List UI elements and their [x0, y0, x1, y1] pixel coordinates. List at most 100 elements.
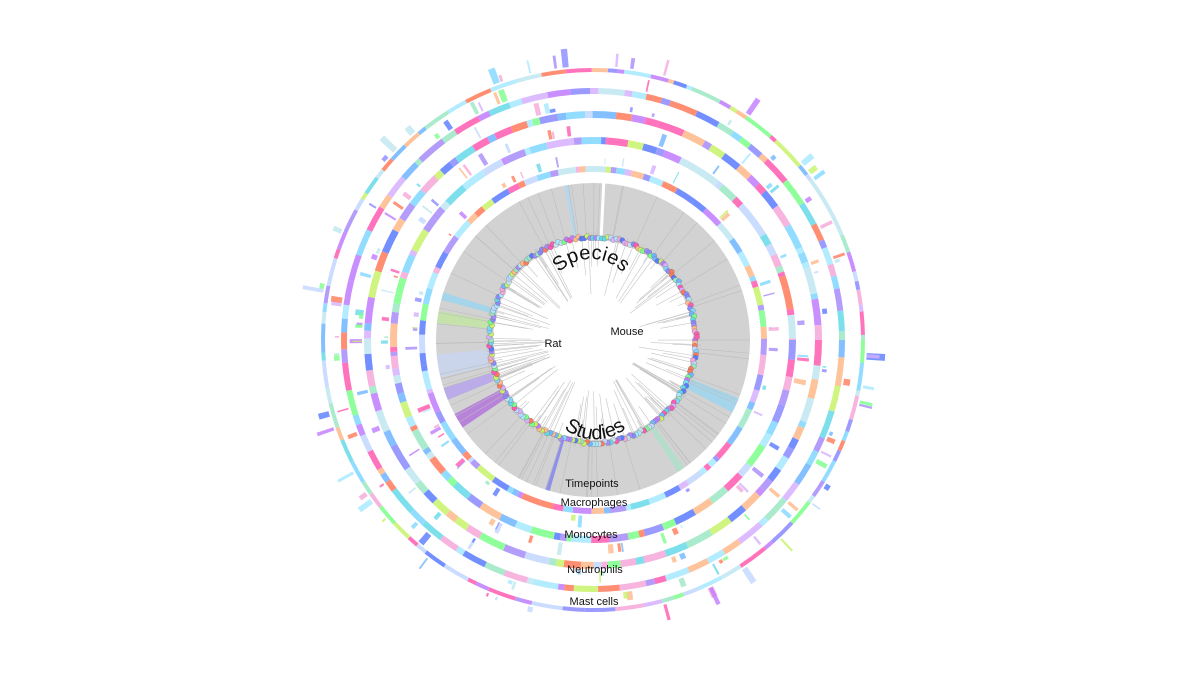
data-band-segment	[422, 446, 432, 455]
data-band-segment	[774, 139, 784, 149]
histogram-bar	[492, 487, 501, 497]
data-band-segment	[770, 253, 782, 268]
data-band-segment	[381, 158, 394, 172]
data-band-segment	[552, 503, 564, 512]
data-band-segment	[379, 194, 393, 210]
histogram-bar	[769, 184, 780, 194]
data-band-segment	[494, 126, 514, 140]
data-band-segment	[630, 498, 651, 510]
data-band-segment	[809, 179, 830, 209]
data-band-segment	[481, 198, 495, 211]
histogram-bar	[437, 432, 445, 438]
histogram-bar	[421, 205, 433, 214]
data-band-segment	[669, 100, 698, 117]
histogram-bar	[302, 285, 324, 293]
data-band-segment	[346, 389, 359, 416]
tree-branch	[628, 276, 681, 315]
data-band-segment	[601, 137, 607, 145]
histogram-bar	[494, 522, 503, 534]
data-band-segment	[806, 449, 819, 466]
data-band-segment	[598, 584, 620, 592]
tree-branch	[485, 345, 539, 352]
tree-leaf-line	[582, 183, 587, 241]
data-band-segment	[440, 420, 457, 441]
data-band-segment	[523, 175, 539, 186]
data-band-segment	[532, 578, 559, 590]
tree-branch	[636, 270, 676, 304]
histogram-bar	[488, 518, 496, 526]
data-band-segment	[364, 176, 379, 195]
tree-leaf-line	[668, 404, 713, 443]
histogram-bar	[679, 552, 687, 560]
data-band-segment	[653, 575, 667, 585]
data-band-segment	[615, 167, 626, 175]
data-band-segment	[427, 271, 439, 290]
data-band-segment	[368, 270, 382, 299]
tree-branch	[538, 388, 565, 434]
tree-branch	[634, 274, 680, 309]
histogram-bar	[549, 108, 556, 114]
data-band-segment	[546, 138, 571, 150]
data-band-segment	[477, 110, 491, 122]
histogram-bar	[735, 484, 744, 493]
data-band-segment	[782, 446, 795, 459]
data-band-segment	[617, 69, 625, 74]
histogram-bar	[405, 346, 418, 350]
data-band-segment	[510, 120, 529, 133]
data-band-segment	[499, 513, 518, 528]
data-band-segment	[409, 424, 419, 432]
data-band-segment	[603, 507, 611, 514]
histogram-bar	[820, 450, 832, 458]
data-band-segment	[662, 150, 682, 164]
histogram-bar	[770, 154, 777, 161]
data-band-segment	[698, 529, 713, 542]
data-band-segment	[737, 462, 752, 478]
data-band-segment	[335, 426, 345, 441]
data-band-segment	[792, 425, 805, 441]
histogram-bar	[828, 431, 834, 437]
histogram-bar	[780, 538, 794, 552]
data-band-segment	[405, 415, 417, 428]
data-band-segment	[343, 280, 355, 306]
data-band-segment	[648, 175, 664, 187]
tree-branch	[492, 355, 554, 380]
data-band-segment	[381, 229, 399, 254]
histogram-bar	[471, 538, 476, 543]
histogram-bar	[404, 124, 416, 136]
tree-leaf-line	[475, 235, 519, 274]
data-band-segment	[620, 557, 637, 568]
ring-label-macrophages: Macrophages	[561, 497, 628, 509]
data-band-segment	[834, 357, 845, 387]
histogram-bar	[381, 518, 387, 523]
tree-leaf-line	[608, 438, 618, 496]
data-band-segment	[837, 310, 845, 332]
histogram-bar	[556, 542, 563, 556]
data-band-segment	[462, 550, 487, 568]
histogram-bar	[368, 202, 377, 209]
data-band-segment	[750, 280, 759, 289]
tree-leaf-line	[458, 391, 508, 423]
histogram-bar	[455, 458, 466, 468]
tree-branch	[509, 270, 548, 303]
data-band-segment	[722, 539, 741, 555]
histogram-bar	[768, 441, 780, 451]
tree-leaf-line	[595, 439, 598, 497]
tree-branch	[486, 349, 543, 361]
histogram-bar	[433, 132, 441, 140]
data-band-segment	[624, 169, 633, 177]
data-band-segment	[416, 543, 428, 554]
data-band-segment	[454, 115, 481, 135]
data-band-segment	[832, 449, 842, 462]
histogram-bar	[622, 591, 629, 599]
data-band-segment	[449, 157, 460, 168]
data-band-segment	[720, 564, 742, 580]
histogram-bar	[493, 91, 501, 105]
data-band-segment	[399, 202, 416, 222]
tree-branch	[492, 361, 539, 381]
histogram-bar	[761, 385, 767, 391]
data-band-segment	[727, 505, 747, 523]
histogram-bar	[510, 175, 517, 183]
tree-leaf-line	[612, 185, 624, 242]
data-band-segment	[682, 586, 699, 597]
histogram-bar	[819, 220, 833, 229]
